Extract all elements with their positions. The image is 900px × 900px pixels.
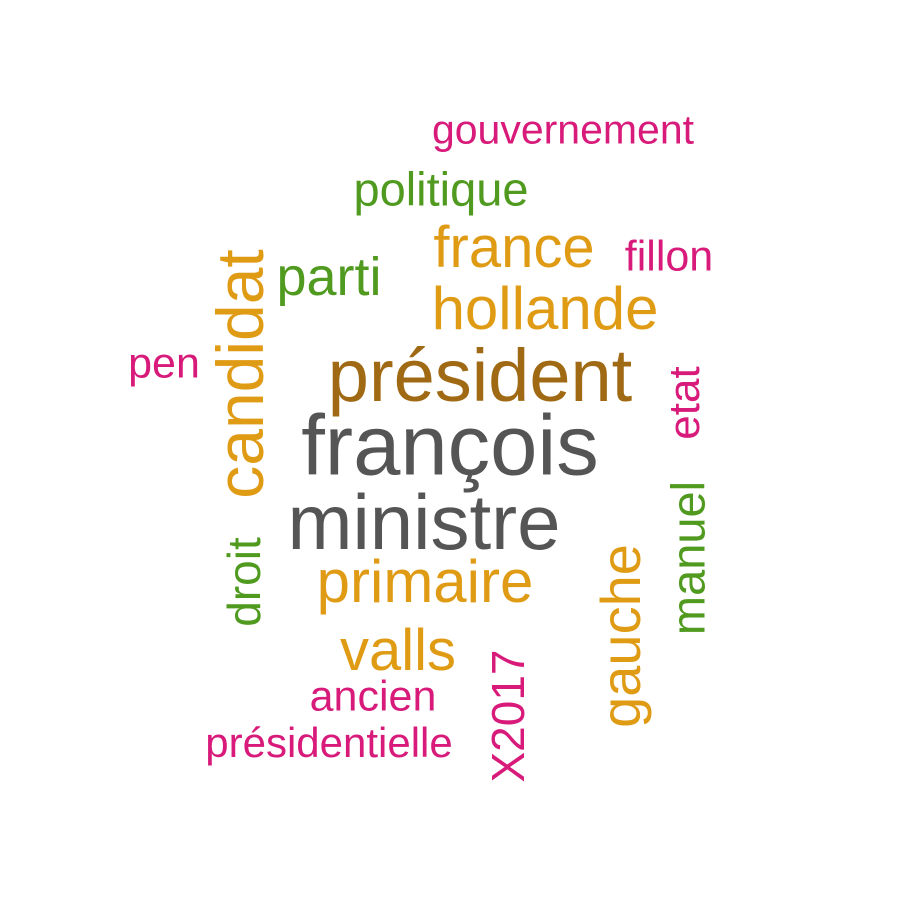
- word-france: france: [433, 215, 595, 280]
- word-ancien: ancien: [309, 672, 437, 721]
- word-politique: politique: [353, 162, 529, 216]
- word-president: président: [327, 334, 633, 417]
- word-etat: etat: [660, 366, 709, 440]
- word-droit: droit: [218, 537, 270, 627]
- word-manuel: manuel: [661, 480, 715, 636]
- word-primaire: primaire: [316, 548, 534, 615]
- word-francois: françois: [301, 398, 599, 494]
- word-fillon: fillon: [624, 232, 714, 281]
- word-gauche: gauche: [589, 544, 652, 728]
- word-ministre: ministre: [287, 478, 561, 566]
- word-gouvernement: gouvernement: [431, 106, 695, 153]
- word-pen: pen: [128, 339, 200, 388]
- word-parti: parti: [276, 247, 382, 307]
- word-presidentielle: présidentielle: [205, 719, 453, 766]
- word-valls: valls: [339, 618, 457, 683]
- word-candidat: candidat: [203, 249, 277, 499]
- word-x2017: X2017: [482, 649, 534, 783]
- word-hollande: hollande: [431, 275, 659, 342]
